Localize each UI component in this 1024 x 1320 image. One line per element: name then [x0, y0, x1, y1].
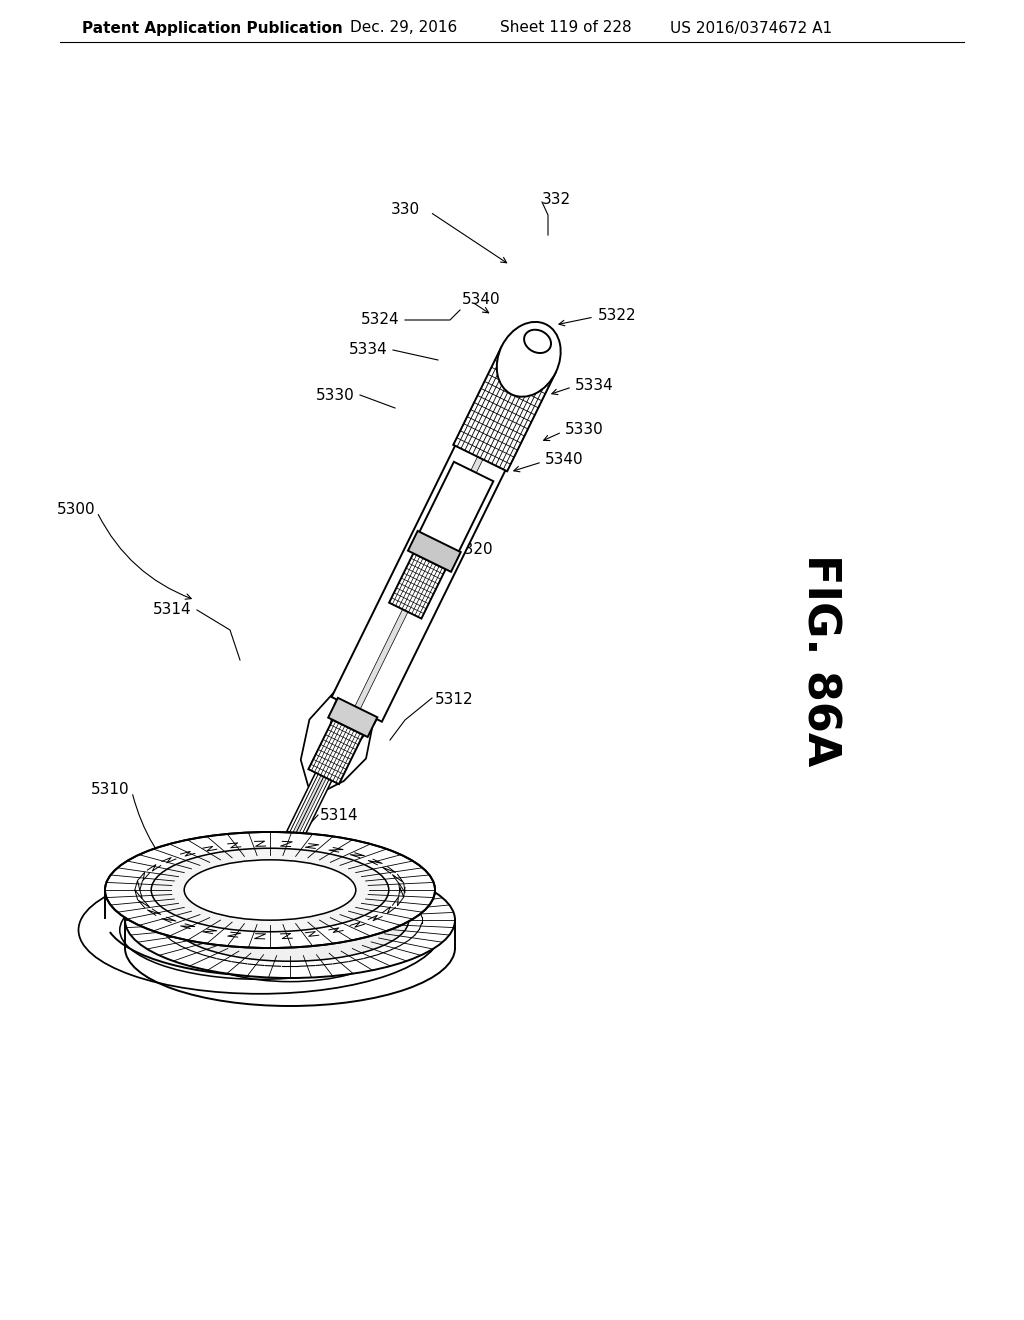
Text: 5334: 5334 — [349, 342, 388, 358]
Text: 5330: 5330 — [316, 388, 355, 403]
Ellipse shape — [524, 330, 551, 352]
Text: 5322: 5322 — [598, 308, 637, 322]
Text: 5324: 5324 — [361, 313, 400, 327]
Ellipse shape — [184, 859, 355, 920]
Text: 330: 330 — [391, 202, 420, 218]
Polygon shape — [408, 531, 461, 572]
Text: 5312: 5312 — [435, 693, 474, 708]
Ellipse shape — [125, 862, 455, 978]
Text: US 2016/0374672 A1: US 2016/0374672 A1 — [670, 21, 833, 36]
Text: 5330: 5330 — [565, 422, 604, 437]
Ellipse shape — [497, 322, 561, 397]
Ellipse shape — [152, 849, 389, 932]
Text: 5340: 5340 — [462, 293, 501, 308]
Text: 5334: 5334 — [575, 378, 613, 392]
Ellipse shape — [120, 880, 400, 979]
Ellipse shape — [214, 894, 366, 946]
Text: 5314: 5314 — [319, 808, 358, 822]
Text: 5310: 5310 — [91, 783, 130, 797]
Polygon shape — [454, 346, 556, 471]
Polygon shape — [328, 698, 378, 737]
Ellipse shape — [105, 832, 435, 948]
Text: Dec. 29, 2016: Dec. 29, 2016 — [350, 21, 458, 36]
Polygon shape — [332, 392, 531, 722]
Text: Patent Application Publication: Patent Application Publication — [82, 21, 343, 36]
Text: 5314: 5314 — [154, 602, 193, 618]
Text: 5300: 5300 — [56, 503, 95, 517]
Text: Sheet 119 of 228: Sheet 119 of 228 — [500, 21, 632, 36]
Text: FIG. 86A: FIG. 86A — [799, 554, 842, 766]
Text: 332: 332 — [542, 193, 571, 207]
Polygon shape — [389, 553, 445, 619]
Text: 5320: 5320 — [455, 543, 494, 557]
Text: 5340: 5340 — [545, 453, 584, 467]
Ellipse shape — [79, 866, 441, 994]
Polygon shape — [287, 323, 553, 840]
Polygon shape — [292, 343, 539, 837]
Ellipse shape — [171, 879, 409, 961]
Polygon shape — [419, 462, 494, 553]
Polygon shape — [308, 719, 364, 784]
